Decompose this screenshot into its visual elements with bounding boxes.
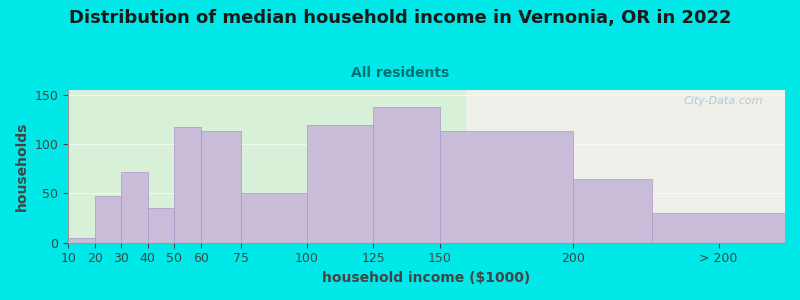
Bar (174, 128, 201, 243)
Bar (573, 179, 652, 243)
Text: All residents: All residents (351, 66, 449, 80)
Bar (374, 107, 440, 243)
Bar (652, 213, 785, 243)
Bar (94, 196, 122, 243)
Bar (440, 131, 573, 243)
Y-axis label: households: households (15, 122, 29, 211)
Bar (466, 90, 785, 243)
Bar (241, 194, 307, 243)
Bar (122, 172, 148, 243)
Bar (307, 125, 374, 243)
Text: Distribution of median household income in Vernonia, OR in 2022: Distribution of median household income … (69, 9, 731, 27)
Bar (201, 131, 241, 243)
Text: City-Data.com: City-Data.com (684, 96, 763, 106)
X-axis label: household income ($1000): household income ($1000) (322, 271, 530, 285)
Bar (68, 238, 94, 243)
Bar (148, 208, 174, 243)
